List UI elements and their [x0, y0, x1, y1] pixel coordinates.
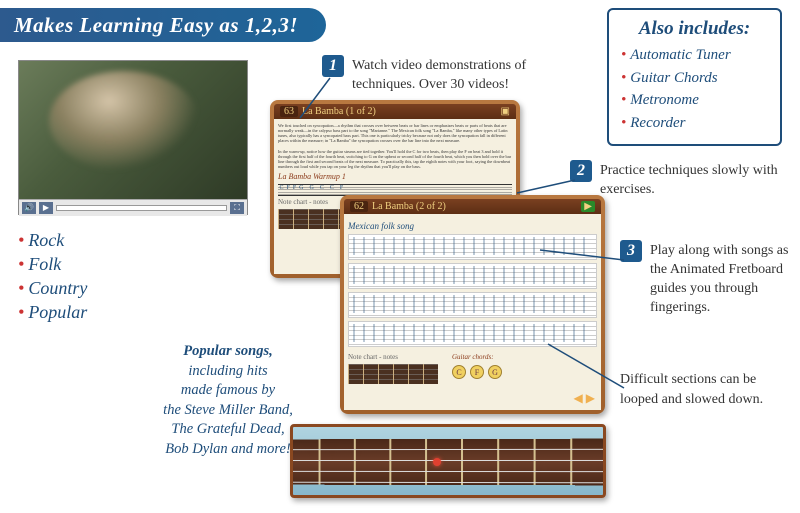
extra-note: Difficult sections can be looped and slo… — [620, 370, 790, 409]
animated-fretboard[interactable] — [290, 424, 606, 498]
list-item: •Folk — [18, 254, 87, 275]
chord-f[interactable]: F — [470, 365, 484, 379]
step-text: Play along with songs as the Animated Fr… — [650, 240, 790, 318]
step-2: 2 Practice techniques slowly with exerci… — [570, 160, 790, 200]
step-3: 3 Play along with songs as the Animated … — [620, 240, 790, 318]
volume-icon[interactable]: 🔊 — [22, 202, 36, 214]
panel-titlebar: 63La Bamba (1 of 2) ▣ — [274, 104, 516, 119]
fretboard-mini — [348, 364, 438, 384]
lesson-panel-2[interactable]: 62La Bamba (2 of 2) ▶ Mexican folk song … — [340, 195, 605, 414]
header-ribbon: Makes Learning Easy as 1,2,3! — [0, 8, 326, 42]
step-badge: 1 — [322, 55, 344, 77]
list-item: •Metronome — [621, 89, 768, 112]
fretboard-neck — [290, 439, 606, 486]
chord-circles: C F G — [452, 365, 502, 379]
video-thumbnail — [19, 61, 247, 199]
music-notation — [348, 292, 597, 318]
step-text: Watch video demonstrations of techniques… — [352, 55, 582, 95]
step-badge: 2 — [570, 160, 592, 182]
chord-c[interactable]: C — [452, 365, 466, 379]
video-controls: 🔊 ▶ ⛶ — [19, 199, 247, 216]
finger-position-dot — [433, 458, 441, 466]
progress-bar[interactable] — [56, 205, 227, 211]
list-item: •Automatic Tuner — [621, 44, 768, 67]
music-notation — [348, 263, 597, 289]
lesson-text: We first touched on syncopation—a rhythm… — [278, 123, 512, 169]
list-item: •Guitar Chords — [621, 67, 768, 90]
video-player[interactable]: 🔊 ▶ ⛶ — [18, 60, 248, 215]
also-includes-box: Also includes: •Automatic Tuner •Guitar … — [607, 8, 782, 146]
nav-arrows[interactable]: ◀ ▶ — [574, 391, 595, 406]
chord-g[interactable]: G — [488, 365, 502, 379]
play-icon[interactable]: ▶ — [39, 202, 53, 214]
step-badge: 3 — [620, 240, 642, 262]
music-notation — [348, 321, 597, 347]
music-notation — [348, 234, 597, 260]
panel-titlebar: 62La Bamba (2 of 2) ▶ — [344, 199, 601, 214]
genre-list: •Rock •Folk •Country •Popular — [18, 230, 87, 326]
list-item: •Country — [18, 278, 87, 299]
list-item: •Popular — [18, 302, 87, 323]
also-title: Also includes: — [621, 18, 768, 40]
close-icon[interactable]: ▣ — [501, 106, 510, 117]
chords-label: Guitar chords: — [452, 353, 502, 361]
step-1: 1 Watch video demonstrations of techniqu… — [322, 55, 582, 95]
play-icon[interactable]: ▶ — [581, 201, 595, 212]
list-item: •Recorder — [621, 112, 768, 135]
list-item: •Rock — [18, 230, 87, 251]
fullscreen-icon[interactable]: ⛶ — [230, 202, 244, 214]
warmup-title: La Bamba Warmup 1 — [278, 172, 512, 181]
notechart-label: Note chart - notes — [348, 353, 438, 361]
song-subtitle: Mexican folk song — [348, 221, 597, 231]
step-text: Practice techniques slowly with exercise… — [600, 160, 790, 200]
